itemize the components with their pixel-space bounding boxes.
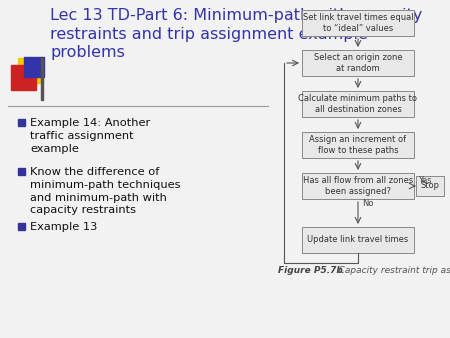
Text: Select an origin zone
at random: Select an origin zone at random [314, 53, 402, 73]
Text: Stop: Stop [420, 182, 440, 191]
FancyBboxPatch shape [302, 50, 414, 76]
Bar [24, 57, 44, 77]
Text: Has all flow from all zones
been assigned?: Has all flow from all zones been assigne… [303, 176, 413, 196]
Text: No: No [362, 199, 374, 208]
Text: Lec 13 TD-Part 6: Minimum-path with capacity
restraints and trip assignment exam: Lec 13 TD-Part 6: Minimum-path with capa… [50, 8, 423, 60]
Bar [18, 119, 25, 126]
Text: Capacity restraint trip assignment: Capacity restraint trip assignment [330, 266, 450, 275]
Text: Assign an increment of
flow to these paths: Assign an increment of flow to these pat… [310, 135, 406, 155]
Text: Calculate minimum paths to
all destination zones: Calculate minimum paths to all destinati… [298, 94, 418, 114]
Text: Figure P5.7b: Figure P5.7b [278, 266, 343, 275]
FancyBboxPatch shape [302, 10, 414, 36]
Text: Set link travel times equal
to “ideal” values: Set link travel times equal to “ideal” v… [303, 13, 413, 33]
Text: Know the difference of
minimum-path techniques
and minimum-path with
capacity re: Know the difference of minimum-path tech… [30, 167, 180, 215]
Text: Update link travel times: Update link travel times [307, 236, 409, 244]
FancyBboxPatch shape [302, 91, 414, 117]
Bar [18, 223, 25, 230]
Bar [18, 58, 43, 83]
FancyBboxPatch shape [302, 227, 414, 253]
Bar [41, 58, 43, 100]
Text: Example 13: Example 13 [30, 222, 97, 232]
FancyBboxPatch shape [302, 173, 414, 199]
Bar [18, 168, 25, 175]
FancyBboxPatch shape [416, 176, 444, 196]
Text: Yes: Yes [418, 176, 432, 185]
FancyBboxPatch shape [302, 132, 414, 158]
Bar [11, 65, 36, 90]
Text: Example 14: Another
traffic assignment
example: Example 14: Another traffic assignment e… [30, 118, 150, 153]
